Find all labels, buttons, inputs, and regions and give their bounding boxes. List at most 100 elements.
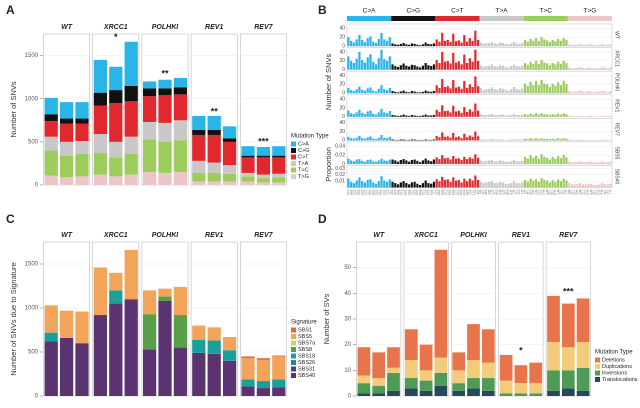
bar: [374, 183, 378, 188]
x-tick-label: CCA: [445, 189, 449, 195]
legend-swatch: [291, 148, 296, 153]
bar-segment: [272, 355, 286, 357]
bar-segment: [529, 383, 543, 394]
bar-segment: [256, 381, 271, 389]
bar: [490, 42, 494, 47]
bar: [488, 42, 491, 47]
bar-segment: [93, 92, 108, 106]
bar: [347, 37, 350, 47]
bar: [570, 68, 574, 70]
bar-segment: [142, 122, 157, 140]
x-tick-label: TCA: [423, 189, 427, 194]
bar: [452, 132, 455, 141]
bar: [562, 178, 565, 188]
bar: [430, 91, 433, 94]
bar: [595, 162, 598, 164]
x-tick-label: TCG: [385, 190, 389, 195]
bar: [532, 40, 535, 47]
bar: [460, 182, 463, 188]
x-tick-label: ATG: [484, 190, 488, 195]
bar-segment: [576, 298, 590, 343]
bar: [355, 89, 358, 94]
bar: [501, 114, 505, 117]
bar: [388, 87, 391, 94]
bar: [363, 90, 367, 94]
bar-segment: [109, 290, 123, 304]
bar: [482, 115, 485, 117]
x-tick-label: CTG: [495, 190, 499, 195]
bar: [457, 40, 460, 47]
bar: [504, 66, 507, 70]
bar: [454, 137, 458, 141]
bar: [441, 105, 444, 117]
x-tick-label: TTA: [512, 189, 516, 194]
bar-segment: [272, 146, 286, 156]
bar: [424, 180, 427, 188]
mutation-type-band: [567, 16, 612, 21]
bar-segment: [93, 105, 108, 135]
x-tick-label: GCG: [462, 190, 466, 196]
bar: [350, 40, 353, 47]
bar: [432, 91, 436, 94]
bar: [540, 59, 543, 70]
bar: [435, 135, 438, 141]
bar: [529, 61, 532, 70]
bar-segment: [387, 372, 400, 391]
bar: [507, 183, 510, 188]
bar: [529, 113, 532, 117]
bar: [526, 64, 529, 70]
bar: [438, 181, 441, 188]
bar: [543, 156, 546, 164]
bar: [477, 136, 480, 141]
bar-segment: [158, 122, 172, 142]
bar: [358, 86, 361, 94]
y-tick-label: 0: [342, 138, 345, 144]
bar: [454, 111, 458, 117]
bar: [468, 38, 471, 47]
x-tick-label: ACT: [443, 189, 447, 195]
legend-label: Translocations: [602, 377, 638, 383]
bar: [521, 65, 524, 70]
bar: [350, 138, 353, 141]
bar: [477, 60, 480, 70]
bar: [402, 114, 405, 117]
bar: [551, 114, 554, 117]
y-tick-label: 0.02: [335, 172, 345, 178]
bar: [443, 158, 447, 164]
y-tick-label: 0.01: [335, 179, 345, 185]
y-tick-label: 50: [344, 265, 351, 271]
bar: [427, 183, 430, 188]
bar: [463, 133, 466, 141]
bar: [380, 32, 383, 47]
bar-segment: [222, 337, 237, 351]
bar: [477, 179, 480, 188]
bar: [501, 88, 505, 94]
bar: [460, 112, 463, 117]
bar-segment: [256, 182, 271, 185]
bar: [452, 33, 455, 47]
bar: [532, 114, 535, 117]
facet-title: XRCC1: [413, 232, 438, 239]
bar: [391, 181, 394, 188]
x-tick-label: CTC: [581, 189, 585, 194]
bar-segment: [44, 97, 58, 115]
bar: [438, 87, 441, 94]
bar-segment: [481, 378, 495, 391]
legend-label: T>C: [298, 167, 309, 173]
bar: [361, 181, 364, 188]
bar: [510, 89, 513, 94]
bar: [405, 183, 408, 188]
bar: [518, 43, 521, 47]
bar: [427, 115, 430, 117]
bar: [457, 136, 460, 141]
bar: [510, 139, 513, 141]
bar: [416, 115, 419, 117]
mutation-type-band: [523, 16, 568, 21]
mutation-type-band: [435, 16, 480, 21]
bar: [438, 41, 441, 47]
bar: [421, 183, 425, 188]
x-tick-label: CTT: [498, 189, 502, 194]
bar: [543, 138, 546, 141]
bar: [554, 64, 557, 70]
bar: [347, 110, 350, 117]
